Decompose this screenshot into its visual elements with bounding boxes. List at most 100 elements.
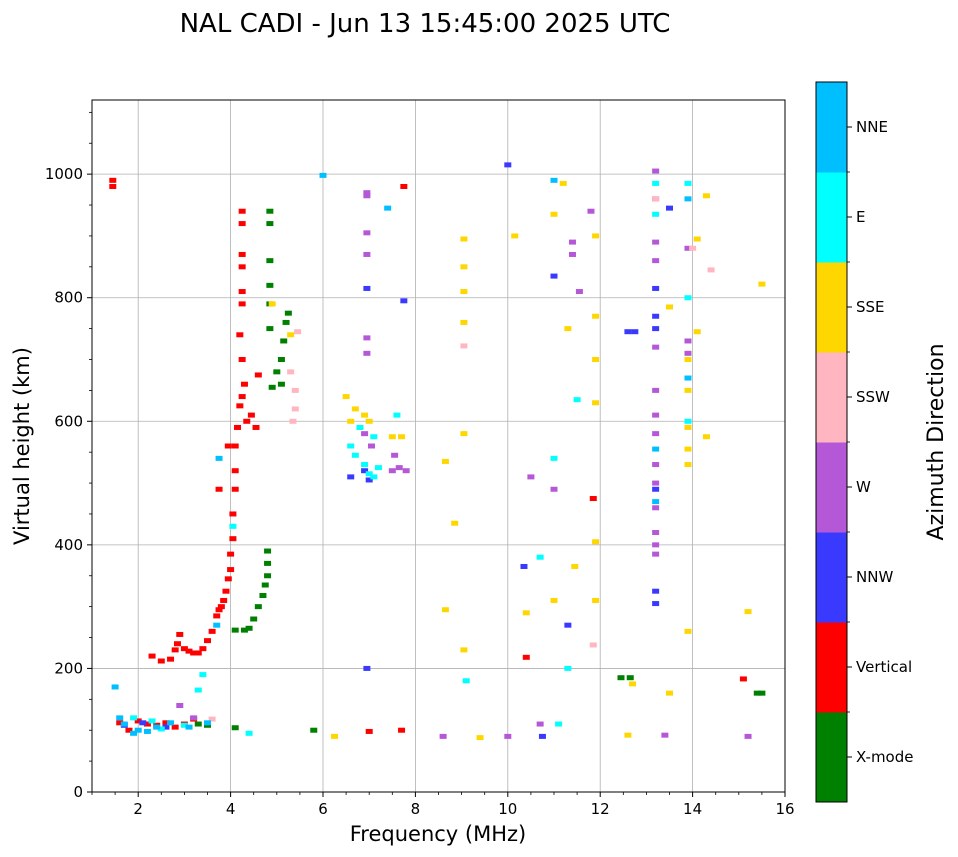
point-vertical [398,727,406,733]
point-sse [592,357,600,362]
point-vertical [589,496,597,502]
point-x-mode [231,725,239,731]
point-vertical [190,650,198,656]
point-sse [592,233,600,239]
point-sse [460,319,468,325]
point-w [550,486,558,492]
point-nnw [624,329,632,335]
x-axis: 2 4 6 8 10 12 14 16 [91,792,795,818]
point-w [368,443,376,449]
point-x-mode [264,560,272,566]
point-vertical [125,727,133,733]
point-ssw [707,267,715,273]
point-sse [666,690,673,696]
point-ssw [294,329,302,335]
point-sse [592,400,600,406]
point-w [361,431,369,437]
point-nnw [400,298,408,304]
point-x-mode [277,381,285,387]
point-nne [167,720,175,726]
point-sse [592,597,600,603]
point-x-mode [266,326,274,332]
point-nne [204,720,211,726]
y-axis: 0 200 400 600 800 1000 [45,111,92,801]
point-sse [592,539,600,545]
point-nnw [538,733,546,739]
point-vertical [238,208,246,214]
point-vertical [224,443,232,449]
point-ssw [652,196,660,202]
point-vertical [217,604,225,610]
point-w [652,542,660,548]
point-sse [564,326,572,332]
point-nnw [564,622,572,628]
x-tick-label: 4 [226,800,236,818]
y-tick-label: 800 [54,289,83,307]
point-vertical [522,654,530,660]
point-e [365,471,373,477]
point-x-mode [194,721,202,727]
colorbar-frame [815,81,848,803]
point-e [245,730,253,736]
point-w [504,733,512,739]
point-w [176,703,184,708]
point-sse [365,418,373,424]
point-w [527,474,535,480]
point-w [568,251,576,257]
point-vertical [171,724,179,730]
point-nne [550,177,558,183]
point-nne [111,684,119,690]
point-sse [571,563,579,569]
point-nnw [652,285,660,291]
point-sse [592,313,600,319]
point-x-mode [284,310,292,316]
point-nnw [363,285,371,291]
point-nnw [652,313,660,319]
chart-title: NAL CADI - Jun 13 15:45:00 2025 UTC [180,9,671,39]
point-sse [331,733,339,739]
point-vertical [254,372,262,378]
point-vertical [148,653,156,659]
point-nne [153,724,161,730]
point-vertical [238,301,246,307]
y-tick-label: 400 [54,536,83,554]
colorbar-label-vertical: Vertical [856,658,912,676]
point-nnw [631,329,639,335]
grid-lines [92,100,785,792]
point-ssw [291,387,299,393]
point-e [370,474,378,480]
colorbar-label-w: W [856,478,871,496]
point-w [684,338,692,344]
point-w [652,551,660,557]
point-vertical [215,607,223,613]
point-w [363,251,371,257]
x-tick-label: 14 [683,800,702,818]
y-tick-label: 1000 [45,165,83,183]
point-e [157,726,165,732]
point-x-mode [266,282,274,288]
point-e [462,678,470,684]
point-vertical [208,628,216,634]
point-sse [460,264,468,270]
point-ssw [291,406,299,412]
point-w [363,335,371,341]
point-e [573,397,581,403]
point-w [363,190,371,196]
point-x-mode [250,616,258,622]
point-e [229,523,237,529]
point-sse [388,434,396,440]
point-sse [684,357,692,362]
point-sse [629,681,637,687]
point-nne [652,499,660,505]
point-e [351,452,359,458]
point-x-mode [264,548,272,554]
point-e [550,455,558,461]
point-nne [684,375,692,381]
point-nne [215,455,223,461]
point-nne [130,730,138,736]
point-sse [511,233,519,239]
x-tick-label: 8 [411,800,421,818]
point-nnw [652,326,660,332]
point-w [652,168,660,174]
x-tick-label: 16 [775,800,794,818]
